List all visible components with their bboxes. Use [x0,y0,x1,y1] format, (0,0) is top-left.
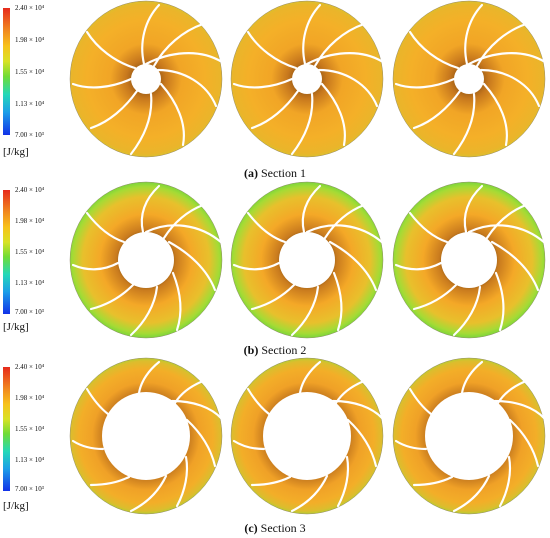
section-row-2: 2.40 × 10⁴ 1.98 × 10⁴ 1.55 × 10⁴ 1.13 × … [0,181,550,361]
colorbar [3,367,10,491]
legend-tick-label: 1.13 × 10⁴ [15,456,45,464]
legend-tick-label: 1.55 × 10⁴ [15,425,45,433]
panel-title: Section 2 [261,343,307,357]
panel-tag: (c) [244,521,258,535]
section-row-1: 2.40 × 10⁴ 1.98 × 10⁴ 1.55 × 10⁴ 1.13 × … [0,0,550,180]
impeller-contour-5 [230,181,385,339]
legend-tick-label: 1.13 × 10⁴ [15,279,45,287]
legend-tick-label: 7.00 × 10³ [15,131,44,139]
impeller-contour-1 [69,0,224,158]
impeller-contour-2 [230,0,385,158]
section-row-3: 2.40 × 10⁴ 1.98 × 10⁴ 1.55 × 10⁴ 1.13 × … [0,357,550,538]
impeller-contour-6 [392,181,547,339]
unit-label: [J/kg] [3,146,29,158]
panel-title: Section 1 [261,166,306,180]
impeller-contour-9 [392,357,547,515]
colorbar [3,190,10,314]
panel-caption: (a) Section 1 [0,166,550,180]
impeller-contour-7 [69,357,224,515]
impeller-contour-4 [69,181,224,339]
legend-tick-label: 1.98 × 10⁴ [15,394,45,402]
impeller-contour-8 [230,357,385,515]
legend-tick-label: 1.98 × 10⁴ [15,36,45,44]
legend-tick-label: 2.40 × 10⁴ [15,363,45,371]
legend-tick-label: 1.55 × 10⁴ [15,248,45,256]
panel-caption: (b) Section 2 [0,343,550,357]
legend-tick-label: 1.98 × 10⁴ [15,217,45,225]
panel-tag: (b) [243,343,259,357]
panel-caption: (c) Section 3 [0,521,550,535]
color-legend: 2.40 × 10⁴ 1.98 × 10⁴ 1.55 × 10⁴ 1.13 × … [0,181,62,341]
unit-label: [J/kg] [3,321,29,333]
impeller-contour-3 [392,0,547,158]
legend-tick-label: 1.13 × 10⁴ [15,100,45,108]
legend-tick-label: 7.00 × 10³ [15,485,44,493]
panel-title: Section 3 [260,521,306,535]
colorbar [3,8,10,135]
color-legend: 2.40 × 10⁴ 1.98 × 10⁴ 1.55 × 10⁴ 1.13 × … [0,357,62,517]
legend-tick-label: 2.40 × 10⁴ [15,186,45,194]
legend-tick-label: 7.00 × 10³ [15,308,44,316]
panel-tag: (a) [244,166,258,180]
color-legend: 2.40 × 10⁴ 1.98 × 10⁴ 1.55 × 10⁴ 1.13 × … [0,0,62,160]
legend-tick-label: 2.40 × 10⁴ [15,4,45,12]
legend-tick-label: 1.55 × 10⁴ [15,68,45,76]
unit-label: [J/kg] [3,500,29,512]
